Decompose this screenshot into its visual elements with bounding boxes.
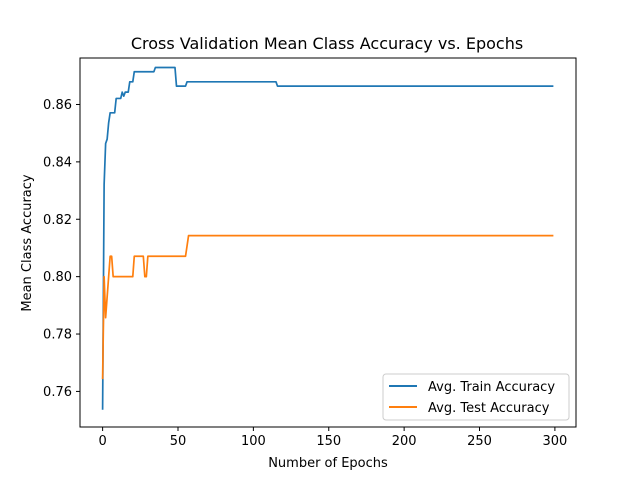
chart-title: Cross Validation Mean Class Accuracy vs.… <box>131 34 523 53</box>
legend-label-test: Avg. Test Accuracy <box>428 401 550 416</box>
x-tick-label: 50 <box>170 434 187 449</box>
x-axis: 0 50 100 150 200 250 300 <box>98 427 567 449</box>
plot-frame <box>79 57 577 428</box>
x-axis-title: Number of Epochs <box>268 456 388 471</box>
x-tick-label: 150 <box>316 434 341 449</box>
plot-area <box>79 57 577 428</box>
x-tick-label: 300 <box>542 434 567 449</box>
legend: Avg. Train Accuracy Avg. Test Accuracy <box>382 373 570 421</box>
x-tick-label: 250 <box>467 434 492 449</box>
y-tick-label: 0.80 <box>43 270 72 285</box>
y-tick-label: 0.82 <box>43 213 72 228</box>
x-tick-label: 0 <box>98 434 106 449</box>
series-line-train <box>101 66 554 410</box>
legend-label-train: Avg. Train Accuracy <box>428 380 555 395</box>
x-tick-label: 100 <box>241 434 266 449</box>
series-line-test <box>101 234 554 380</box>
y-tick-label: 0.86 <box>43 98 72 113</box>
series-group <box>101 66 554 410</box>
x-tick-label: 200 <box>392 434 417 449</box>
y-tick-label: 0.78 <box>43 328 72 343</box>
y-axis-title: Mean Class Accuracy <box>20 174 35 312</box>
y-axis: 0.76 0.78 0.80 0.82 0.84 0.86 <box>43 98 80 400</box>
y-tick-label: 0.76 <box>43 385 72 400</box>
y-tick-label: 0.84 <box>43 155 72 170</box>
legend-box <box>382 373 570 421</box>
